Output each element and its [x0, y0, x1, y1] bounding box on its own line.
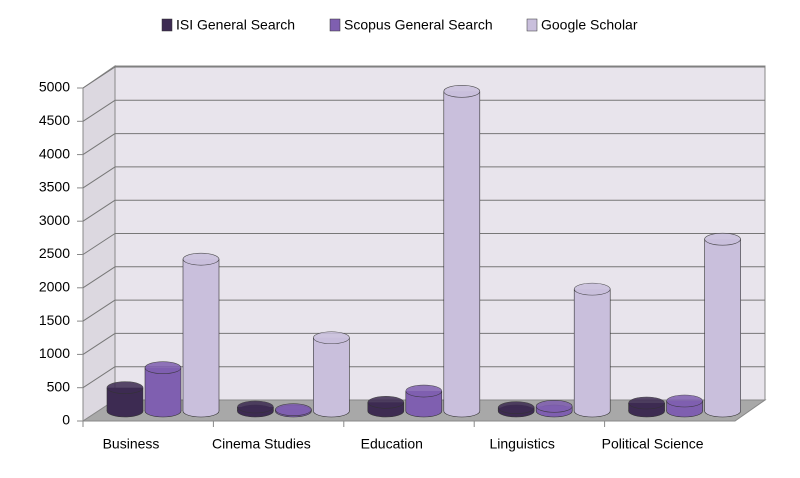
y-tick-label: 1500: [39, 312, 70, 328]
grid-line: [82, 332, 116, 355]
y-tick-label: 2500: [39, 245, 70, 261]
legend-label: Google Scholar: [541, 17, 638, 33]
y-tick-label: 3500: [39, 179, 70, 195]
y-tick-label: 2000: [39, 279, 70, 295]
bar: [275, 403, 312, 418]
x-tick-label: Education: [361, 436, 423, 452]
legend-swatch: [161, 18, 173, 32]
legend-swatch: [329, 18, 341, 32]
y-tick-label: 5000: [39, 79, 70, 95]
y-tick-label: 4000: [39, 145, 70, 161]
x-tick-label: Political Science: [602, 436, 704, 452]
bar: [535, 400, 573, 418]
legend-label: Scopus General Search: [344, 17, 493, 33]
bar: [106, 381, 144, 418]
grid-line: [82, 166, 116, 189]
bar: [497, 401, 535, 418]
legend-label: ISI General Search: [176, 17, 295, 33]
bar: [573, 282, 611, 418]
y-tick-label: 3000: [39, 212, 70, 228]
x-tick-label: Cinema Studies: [212, 436, 311, 452]
grid-line: [82, 366, 116, 389]
bar: [666, 394, 703, 418]
grid-line: [82, 266, 116, 289]
bar: [182, 252, 220, 418]
grid-line: [82, 233, 116, 255]
y-tick-label: 500: [47, 378, 71, 394]
y-tick-label: 4500: [39, 112, 70, 128]
bar: [237, 400, 274, 418]
legend-swatch: [526, 18, 538, 32]
x-tick-label: Business: [103, 436, 160, 452]
grid-line: [82, 66, 116, 89]
grid-line: [82, 99, 116, 122]
bar: [405, 384, 443, 418]
grid-line: [82, 199, 116, 222]
bar: [313, 331, 350, 418]
bar: [367, 396, 405, 418]
y-tick-label: 0: [62, 412, 70, 428]
grid-line: [82, 299, 116, 322]
y-tick-label: 1000: [39, 345, 70, 361]
bar: [704, 232, 741, 418]
bar: [443, 85, 481, 418]
x-tick-label: Linguistics: [490, 436, 555, 452]
bar: [144, 361, 182, 418]
bar: [628, 396, 665, 418]
grid-line: [82, 133, 116, 156]
